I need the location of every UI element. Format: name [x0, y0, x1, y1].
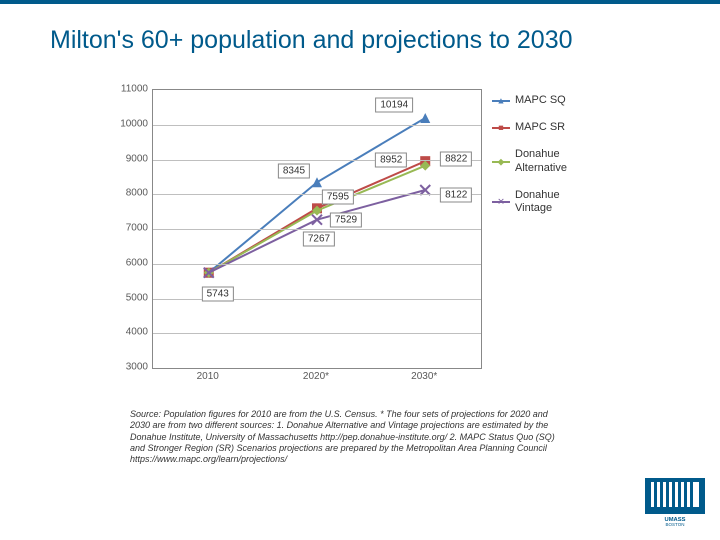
legend-marker-icon: ✕ [492, 197, 510, 207]
data-label: 7267 [303, 231, 335, 246]
ytick-label: 8000 [110, 188, 148, 199]
legend-marker-icon: ▲ [492, 96, 510, 106]
legend-label: Donahue Alternative [515, 148, 597, 174]
data-label: 8122 [440, 188, 472, 203]
gridline [153, 160, 481, 161]
ytick-label: 3000 [110, 362, 148, 373]
legend-item: ■ MAPC SR [492, 121, 597, 134]
gridline [153, 333, 481, 334]
ytick-label: 5000 [110, 292, 148, 303]
gridline [153, 264, 481, 265]
ytick-label: 6000 [110, 257, 148, 268]
xtick-label: 2020* [303, 371, 329, 382]
svg-text:BOSTON: BOSTON [666, 522, 685, 526]
legend-label: MAPC SR [515, 121, 565, 134]
slide-title: Milton's 60+ population and projections … [50, 26, 573, 55]
legend-item: ▲ MAPC SQ [492, 94, 597, 107]
source-note: Source: Population figures for 2010 are … [130, 409, 570, 465]
legend-label: Donahue Vintage [515, 189, 597, 215]
x-axis: 2010 2020* 2030* [152, 371, 482, 386]
ytick-label: 10000 [110, 118, 148, 129]
data-label: 7529 [330, 212, 362, 227]
xtick-label: 2030* [411, 371, 437, 382]
data-label: 8952 [375, 153, 407, 168]
gridline [153, 229, 481, 230]
xtick-label: 2010 [197, 371, 219, 382]
legend-item: ◆ Donahue Alternative [492, 148, 597, 174]
population-chart: 30004000500060007000800090001000011000 2… [110, 89, 600, 394]
ytick-label: 4000 [110, 327, 148, 338]
umass-boston-logo: UMASS BOSTON [645, 478, 705, 526]
data-label: 5743 [202, 286, 234, 301]
legend: ▲ MAPC SQ ■ MAPC SR ◆ Donahue Alternative ✕ Don… [492, 94, 597, 229]
ytick-label: 9000 [110, 153, 148, 164]
data-label: 10194 [375, 98, 413, 113]
data-label: 7595 [322, 190, 354, 205]
data-label: 8822 [440, 151, 472, 166]
legend-item: ✕ Donahue Vintage [492, 189, 597, 215]
gridline [153, 125, 481, 126]
plot-area [152, 89, 482, 369]
slide: Milton's 60+ population and projections … [0, 0, 720, 540]
ytick-label: 7000 [110, 223, 148, 234]
ytick-label: 11000 [110, 84, 148, 95]
gridline [153, 194, 481, 195]
legend-marker-icon: ◆ [492, 157, 510, 167]
legend-marker-icon: ■ [492, 123, 510, 133]
data-label: 8345 [278, 164, 310, 179]
legend-label: MAPC SQ [515, 94, 566, 107]
